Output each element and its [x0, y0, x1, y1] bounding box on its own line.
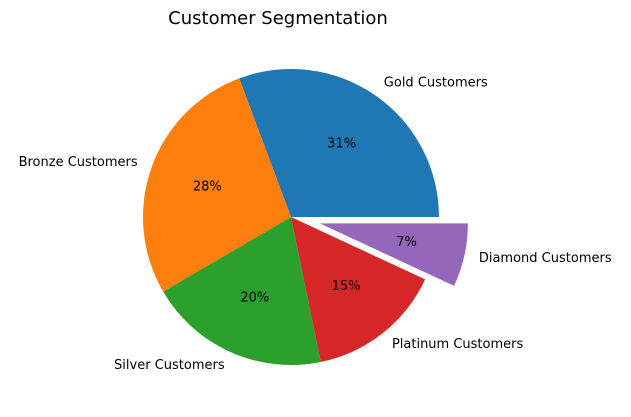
pie-slices [143, 69, 468, 365]
percent-label: 20% [240, 291, 269, 306]
category-label: Diamond Customers [479, 251, 612, 266]
category-label: Platinum Customers [392, 337, 524, 352]
chart-title: Customer Segmentation [168, 8, 388, 29]
percent-label: 15% [332, 279, 361, 294]
percent-label: 31% [327, 137, 356, 152]
pie-slice-gold-customers [239, 69, 439, 218]
pie-slice-diamond-customers [319, 223, 468, 286]
category-label: Gold Customers [384, 76, 488, 91]
pie-labels: 31% Gold Customers 28% Bronze Customers 20% S… [19, 76, 612, 373]
pie-slice-silver-customers [163, 217, 321, 365]
category-label: Bronze Customers [19, 155, 138, 170]
pie-slice-bronze-customers [143, 78, 291, 292]
percent-label: 28% [193, 180, 222, 195]
category-label: Silver Customers [114, 358, 225, 373]
pie-slice-platinum-customers [291, 217, 426, 362]
percent-label: 7% [396, 235, 417, 250]
